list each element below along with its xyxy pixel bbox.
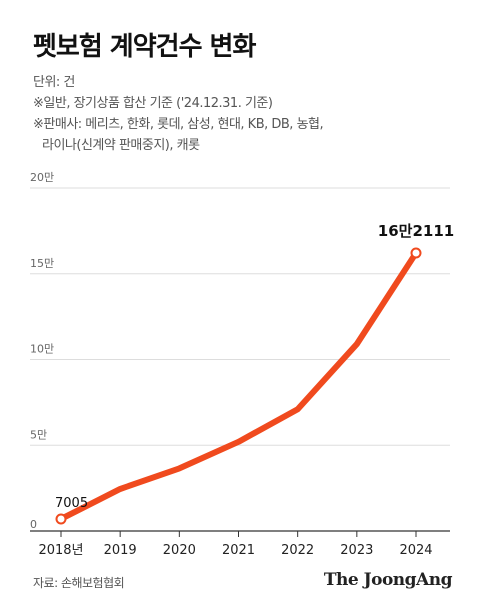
brand-logo: The JoongAng bbox=[323, 570, 453, 590]
x-tick-label: 2021 bbox=[222, 543, 255, 558]
series-line bbox=[58, 249, 419, 522]
sellers-note-cont: 라이나(신계약 판매중지), 캐롯 bbox=[42, 138, 200, 153]
chart-notes: 단위: 건 ※일반, 장기상품 합산 기준 ('24.12.31. 기준) ※판… bbox=[33, 72, 324, 156]
source-note: 자료: 손해보험협회 bbox=[33, 576, 125, 590]
data-point-marker bbox=[410, 247, 422, 259]
unit-note: 단위: 건 bbox=[33, 75, 75, 90]
basis-note: ※일반, 장기상품 합산 기준 ('24.12.31. 기준) bbox=[33, 96, 273, 111]
x-axis bbox=[30, 530, 450, 537]
data-label: 16만2111 bbox=[378, 222, 454, 240]
y-tick-label: 0 bbox=[30, 518, 37, 531]
y-tick-label: 20만 bbox=[30, 171, 54, 184]
x-tick-label: 2020 bbox=[163, 543, 196, 558]
series-line-group bbox=[58, 249, 419, 522]
y-tick-label: 10만 bbox=[30, 343, 54, 356]
data-point-marker bbox=[55, 513, 67, 525]
sellers-note: ※판매사: 메리츠, 한화, 롯데, 삼성, 현대, KB, DB, 농협, bbox=[33, 117, 324, 132]
y-tick-label: 5만 bbox=[30, 428, 47, 441]
x-tick-label: 2023 bbox=[340, 543, 373, 558]
y-tick-label: 15만 bbox=[30, 257, 54, 270]
data-label: 7005 bbox=[55, 496, 88, 511]
x-tick-label: 2019 bbox=[104, 543, 137, 558]
x-tick-labels: 2018년 2019 2020 2021 2022 2023 2024 bbox=[38, 543, 432, 558]
x-tick-label: 2018년 bbox=[38, 543, 83, 558]
x-tick-label: 2024 bbox=[399, 543, 432, 558]
data-annotations: 7005 16만2111 bbox=[55, 222, 454, 525]
chart-title: 펫보험 계약건수 변화 bbox=[33, 32, 256, 62]
grid-lines bbox=[30, 187, 450, 446]
x-tick-label: 2022 bbox=[281, 543, 314, 558]
y-tick-labels: 0 5만 10만 15만 20만 bbox=[30, 171, 54, 531]
